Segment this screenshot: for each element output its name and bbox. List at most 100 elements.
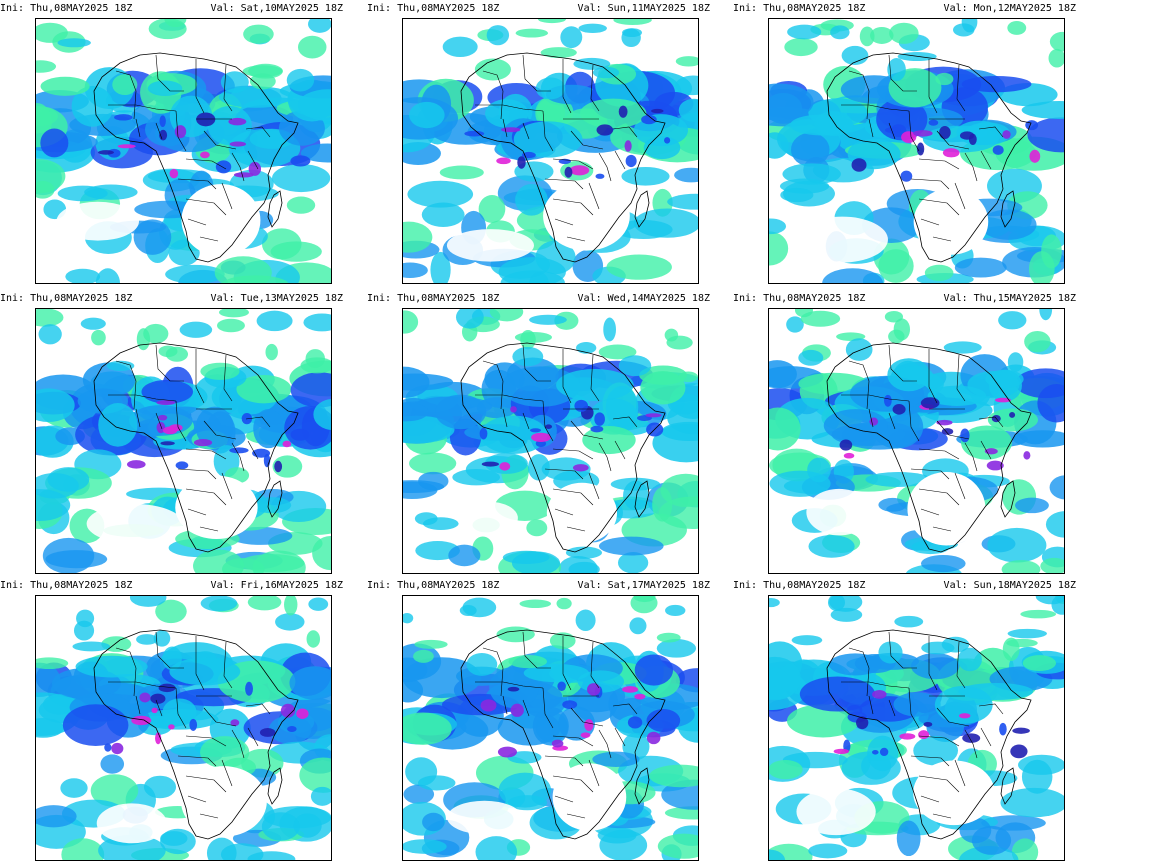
heavy-rain-core [851, 158, 867, 172]
rain-cell [523, 663, 590, 683]
heavy-rain-core [958, 713, 971, 719]
country-border [566, 526, 586, 532]
country-border [155, 122, 163, 140]
country-border [475, 394, 544, 402]
country-border [177, 468, 217, 480]
heavy-rain-core [126, 460, 146, 469]
panel-header: Ini: Thu,08MAY2025 18Z Val: Sat,10MAY202… [0, 3, 343, 15]
heavy-rain-core [510, 406, 517, 413]
heavy-rain-core [899, 733, 916, 740]
dry-area [796, 216, 888, 263]
heavy-rain-core [569, 165, 590, 176]
rain-cell [80, 317, 106, 330]
rain-cell [498, 772, 552, 808]
country-border [155, 412, 163, 430]
rain-cell [798, 349, 824, 366]
country-border [841, 104, 910, 112]
rain-cell [162, 646, 182, 671]
heavy-rain-core [531, 432, 551, 442]
country-border [888, 122, 896, 140]
heavy-rain-core [481, 461, 499, 467]
rain-cell [1040, 557, 1064, 573]
heavy-rain-core [497, 746, 517, 758]
map-panel-1: Ini: Thu,08MAY2025 18Z Val: Sat,10MAY202… [0, 0, 343, 284]
rain-cell [1021, 759, 1053, 794]
rain-cell [298, 35, 327, 59]
rain-cell [987, 408, 1038, 432]
heavy-rain-core [480, 699, 497, 712]
dry-area [447, 800, 522, 835]
rain-cell [403, 221, 433, 253]
country-border [562, 59, 572, 114]
rain-cell [630, 596, 658, 614]
rain-cell [61, 838, 105, 860]
rain-cell [614, 220, 673, 240]
country-border [888, 412, 896, 430]
rain-cell [1039, 309, 1053, 321]
country-border [936, 420, 970, 440]
rain-cell [1007, 352, 1024, 372]
rain-cell [786, 704, 860, 738]
heavy-rain-core [645, 413, 662, 418]
rain-cell [65, 268, 101, 283]
rain-cell [511, 551, 561, 573]
map-frame [768, 308, 1065, 574]
heavy-rain-core [986, 460, 1004, 471]
country-border [980, 440, 992, 460]
heavy-rain-core [618, 105, 628, 118]
heavy-rain-core [664, 137, 671, 144]
rain-cell [830, 607, 863, 622]
country-border [155, 54, 184, 92]
rain-cell [153, 630, 171, 647]
country-border [542, 110, 554, 152]
country-border [932, 813, 952, 819]
heavy-rain-core [117, 144, 136, 149]
country-border [185, 448, 227, 460]
heavy-rain-core [510, 703, 524, 717]
map-frame [768, 595, 1065, 861]
rain-cell [791, 635, 823, 646]
rain-cell [622, 28, 642, 38]
rain-cell [228, 526, 293, 545]
country-border [175, 110, 187, 152]
rain-cell [57, 38, 91, 48]
valid-time-label: Val: Sat,17MAY2025 18Z [577, 580, 710, 591]
rain-cell [158, 345, 178, 358]
rain-cell [592, 751, 640, 767]
rain-cell [239, 554, 305, 573]
madagascar-coastline [267, 190, 283, 228]
map-panel-4: Ini: Thu,08MAY2025 18Z Val: Tue,13MAY202… [0, 290, 343, 574]
rain-cell [261, 228, 302, 260]
rain-cell [265, 343, 278, 361]
rain-cell [413, 649, 434, 663]
country-border [918, 775, 960, 793]
precip-field [403, 596, 698, 860]
country-border [918, 158, 960, 170]
africa-map [36, 19, 331, 283]
rain-cell [924, 264, 954, 282]
map-frame [35, 18, 332, 284]
country-border [566, 236, 586, 242]
dry-area [546, 482, 618, 544]
country-border [542, 400, 554, 442]
heavy-rain-core [499, 462, 511, 471]
rain-cell [943, 341, 982, 354]
rain-cell [200, 596, 238, 612]
rain-cell [560, 26, 583, 49]
country-border [522, 344, 551, 382]
map-frame [402, 595, 699, 861]
country-border [245, 703, 271, 715]
rain-cell [1051, 596, 1064, 615]
rain-cell [629, 617, 647, 635]
country-border [203, 420, 237, 440]
country-border [978, 126, 1004, 138]
country-border [932, 526, 952, 532]
heavy-rain-core [517, 156, 526, 169]
rain-cell [769, 407, 801, 451]
rain-cell [272, 455, 303, 478]
country-borders [108, 344, 271, 532]
dry-area [456, 501, 518, 535]
rain-cell [678, 98, 698, 122]
heavy-rain-core [151, 707, 158, 714]
country-border [964, 152, 978, 182]
